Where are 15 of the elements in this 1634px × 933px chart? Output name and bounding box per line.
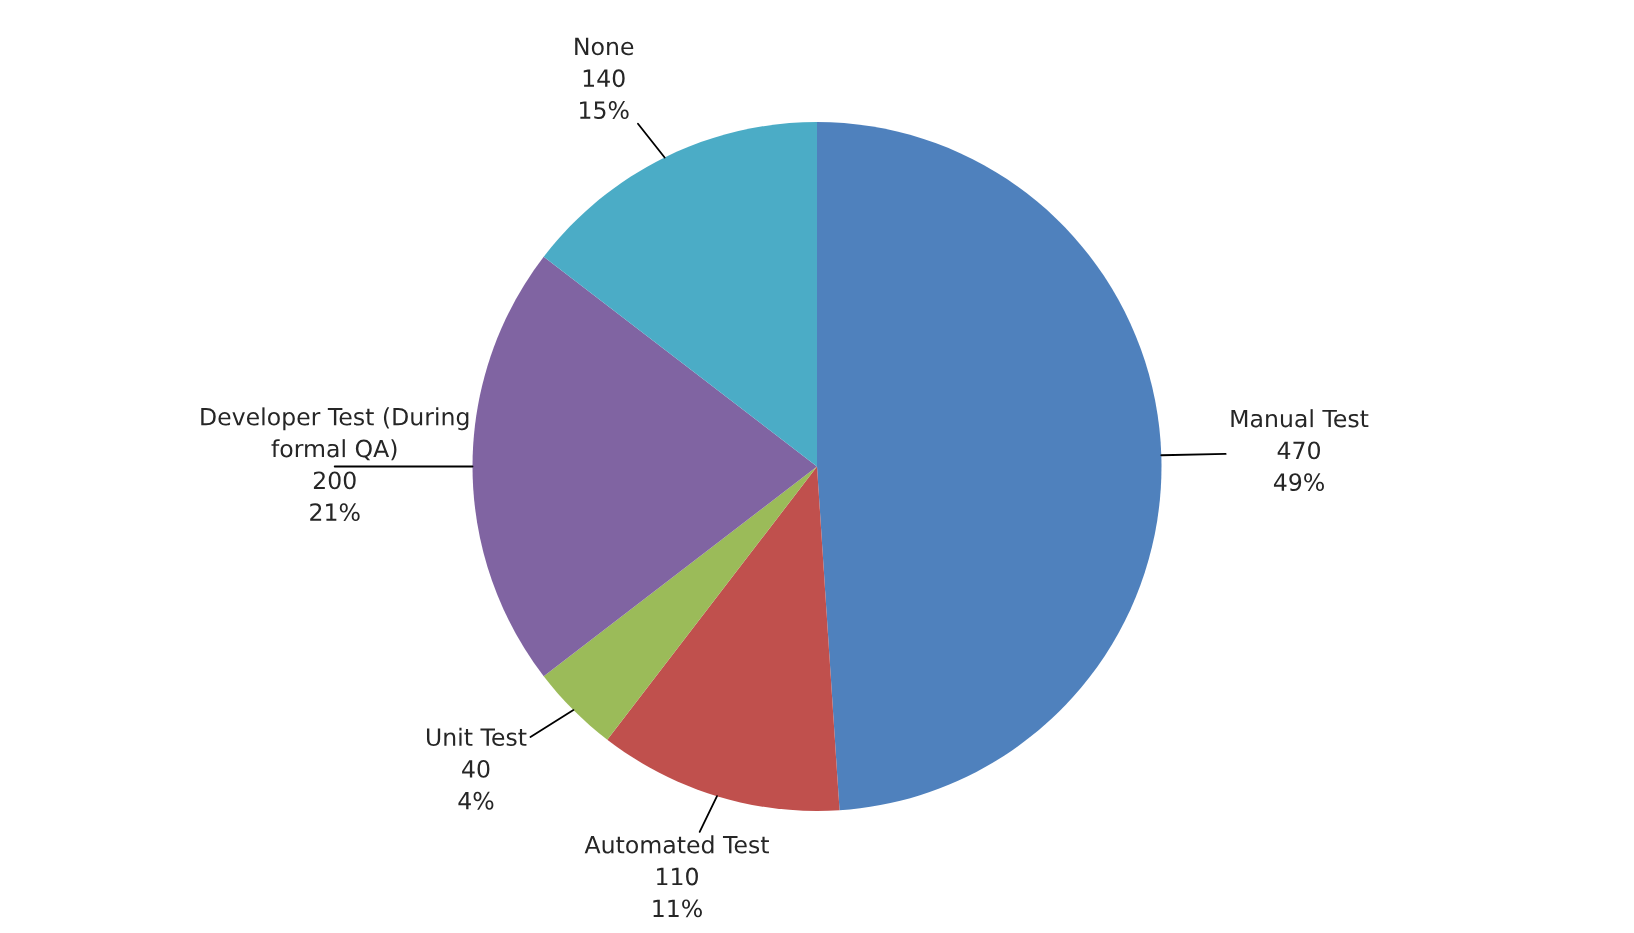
slice-label: Unit Test [426,727,527,747]
pie-slice [543,466,817,740]
data-label: 140 15% [580,69,629,119]
pie-slice [607,466,840,811]
pie-slice [817,122,1162,811]
data-label: 110 11% [653,867,702,918]
slice-label: Automated Test [584,835,769,854]
pie-slice [472,256,817,677]
data-label: 200 21% [310,471,360,522]
data-label: 40 4% [458,759,494,810]
slice-label: Developer Test (During formal QA) [201,407,469,461]
slice-label: None [575,37,634,56]
pie-slice [543,122,817,467]
slice-label: Manual Test [1231,409,1369,428]
data-label: 470 49% [1273,441,1324,492]
